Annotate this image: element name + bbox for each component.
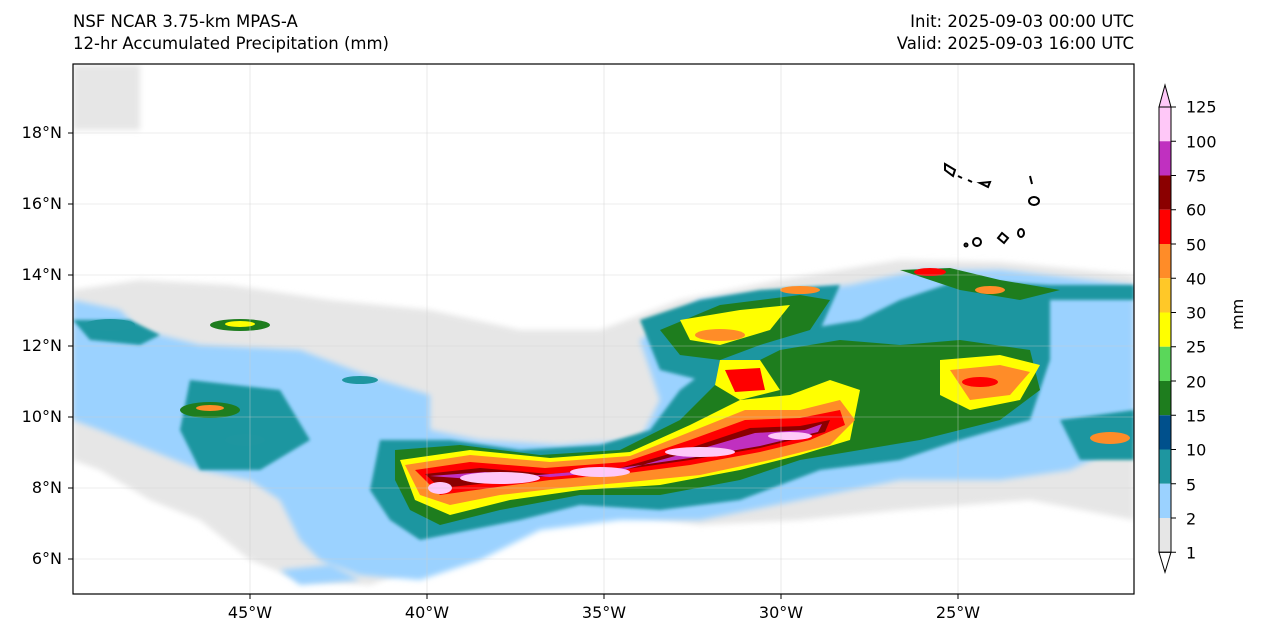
colorbar-segment (1159, 518, 1171, 553)
colorbar-label: 1 (1186, 543, 1197, 563)
colorbar-max-extend (1158, 83, 1172, 108)
colorbar-frame (1158, 106, 1172, 553)
lat-tick-label: 16°N (21, 194, 62, 213)
lon-tick-label: 40°W (404, 603, 450, 622)
valid-time: Valid: 2025-09-03 16:00 UTC (896, 34, 1134, 53)
cabo-verde-islands (944, 162, 1040, 248)
gridlines (73, 64, 1134, 594)
colorbar-segment (1159, 141, 1171, 176)
colorbar (1158, 83, 1176, 574)
colorbar-label: 20 (1186, 372, 1207, 392)
colorbar-label: 25 (1186, 337, 1207, 357)
colorbar-segment (1159, 449, 1171, 484)
lat-tick-label: 12°N (21, 336, 62, 355)
field-title: 12-hr Accumulated Precipitation (mm) (73, 34, 389, 53)
scattered-convection (85, 268, 1130, 446)
colorbar-segment (1159, 415, 1171, 450)
colorbar-segment (1159, 244, 1171, 279)
colorbar-label: 30 (1186, 303, 1207, 323)
colorbar-segment (1159, 483, 1171, 518)
colorbar-units: mm (1228, 298, 1247, 330)
precip-level-75mm (425, 420, 830, 488)
lon-tick-label: 30°W (758, 603, 804, 622)
colorbar-label: 125 (1186, 97, 1217, 117)
colorbar-segment (1159, 209, 1171, 244)
lat-tick-label: 14°N (21, 265, 62, 284)
colorbar-segment (1159, 278, 1171, 313)
lat-tick-label: 6°N (31, 549, 62, 568)
axis-ticks (68, 132, 959, 599)
lon-tick-label: 35°W (581, 603, 627, 622)
colorbar-label: 100 (1186, 132, 1217, 152)
colorbar-label: 2 (1186, 509, 1197, 529)
colorbar-label: 50 (1186, 235, 1207, 255)
colorbar-label: 5 (1186, 475, 1197, 495)
lat-tick-label: 10°N (21, 407, 62, 426)
colorbar-min-extend (1158, 551, 1172, 574)
init-time: Init: 2025-09-03 00:00 UTC (910, 12, 1134, 31)
lat-tick-label: 18°N (21, 123, 62, 142)
colorbar-segment (1159, 107, 1171, 142)
precip-level-125mm (428, 432, 812, 494)
model-title: NSF NCAR 3.75-km MPAS-A (73, 12, 298, 31)
colorbar-segment (1159, 312, 1171, 347)
colorbar-label: 40 (1186, 269, 1207, 289)
colorbar-label: 75 (1186, 166, 1207, 186)
colorbar-segment (1159, 175, 1171, 210)
colorbar-label: 10 (1186, 440, 1207, 460)
colorbar-segment (1159, 381, 1171, 416)
precip-field (73, 64, 1134, 594)
lon-tick-label: 25°W (935, 603, 981, 622)
lat-tick-label: 8°N (31, 478, 62, 497)
colorbar-label: 60 (1186, 200, 1207, 220)
lon-tick-label: 45°W (227, 603, 273, 622)
colorbar-label: 15 (1186, 406, 1207, 426)
colorbar-segment (1159, 346, 1171, 381)
